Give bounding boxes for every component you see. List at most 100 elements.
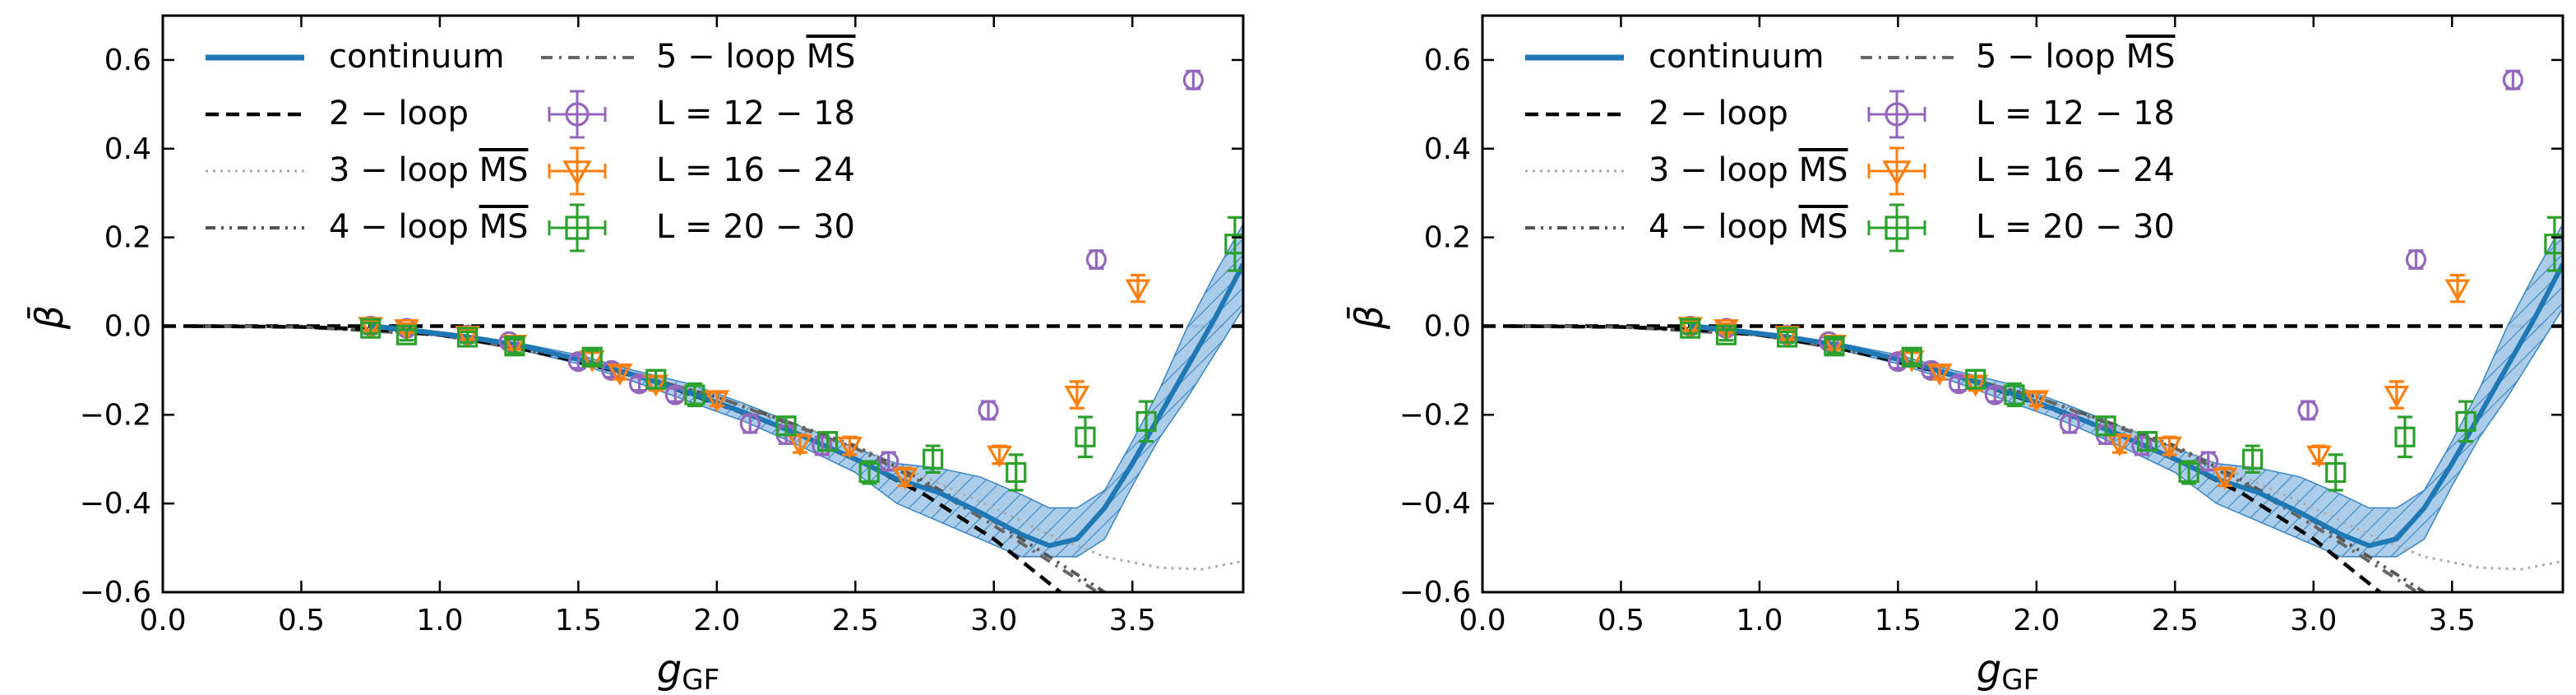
- data-point: [2405, 248, 2427, 271]
- series-loop3-line: [190, 325, 1243, 571]
- legend-marker: [565, 102, 590, 127]
- data-point: [775, 415, 797, 437]
- series-L20: [360, 215, 1243, 492]
- y-tick-label: −0.4: [80, 487, 151, 521]
- x-tick-label: 2.0: [2013, 604, 2060, 637]
- data-point: [923, 448, 944, 470]
- series-loop4-line: [190, 324, 1108, 592]
- y-tick-label: 0.2: [104, 221, 151, 255]
- data-point: [739, 413, 761, 434]
- legend-label: L = 12 − 18: [656, 95, 855, 132]
- y-tick-label: −0.4: [1399, 487, 1471, 521]
- data-point: [457, 327, 479, 348]
- legend-marker: [1882, 160, 1912, 187]
- legend-label: L = 16 − 24: [1976, 151, 2175, 189]
- data-point: [1824, 336, 1845, 357]
- continuum-band: [369, 222, 1243, 558]
- data-point: [581, 346, 603, 368]
- series-loop2-line: [190, 324, 1064, 592]
- series-loop2-line: [1510, 324, 2384, 592]
- data-point: [2297, 400, 2319, 421]
- data-point: [2131, 435, 2153, 456]
- legend-label: 2 − loop: [329, 95, 469, 132]
- x-tick-label: 0.0: [139, 604, 186, 637]
- series-loop5-line: [1510, 324, 2421, 592]
- x-tick-label: 2.5: [2152, 604, 2199, 637]
- data-point: [1182, 69, 1204, 90]
- x-axis-label-main: g: [1977, 646, 2001, 693]
- data-point: [684, 384, 705, 405]
- series-loop5-line: [190, 324, 1101, 592]
- legend-entry-L16: L = 16 − 24: [548, 146, 855, 196]
- data-point: [2137, 431, 2158, 452]
- data-point: [2325, 461, 2347, 484]
- legend-label: 4 − loop MS: [1649, 208, 1848, 246]
- series-loop3-line: [1510, 325, 2563, 571]
- y-axis-label: β̄: [1347, 305, 1391, 330]
- legend-label-overline: MS: [479, 208, 529, 246]
- legend-label: L = 20 − 30: [1976, 208, 2175, 246]
- data-point: [1135, 410, 1157, 432]
- legend-entry-L16: L = 16 − 24: [1867, 146, 2175, 196]
- x-axis-label: gGF: [657, 646, 719, 695]
- legend-entry-loop2: 2 − loop: [206, 95, 469, 132]
- data-point: [1926, 363, 1953, 386]
- legend-entry-loop5: 5 − loop MS: [1861, 38, 2175, 76]
- data-point: [892, 467, 918, 490]
- data-point: [1965, 368, 1986, 390]
- x-tick-label: 3.0: [970, 604, 1017, 637]
- legend-label: 2 − loop: [1649, 95, 1788, 132]
- legend-entry-L12: L = 12 − 18: [548, 90, 855, 139]
- series-loop4-line: [1510, 324, 2428, 592]
- legend-label-overline: MS: [2126, 38, 2176, 76]
- data-point: [2178, 461, 2199, 484]
- data-point: [360, 317, 382, 339]
- legend-entry-continuum: continuum: [206, 38, 505, 76]
- legend-label: L = 16 − 24: [656, 151, 855, 189]
- x-tick-label: 0.5: [278, 604, 325, 637]
- legend-label: 4 − loop MS: [329, 208, 528, 246]
- y-tick-label: 0.4: [104, 132, 151, 166]
- data-point: [1085, 248, 1108, 271]
- legend-entry-loop2: 2 − loop: [1525, 95, 1788, 132]
- legend: continuum 2 − loop 3 − loop MS 4 − loop MS 5…: [1525, 38, 2175, 253]
- legend-label: L = 20 − 30: [656, 208, 855, 246]
- legend-label-overline: MS: [1799, 208, 1848, 246]
- legend-marker: [1885, 102, 1909, 127]
- data-point: [395, 324, 418, 345]
- data-point: [2212, 467, 2238, 490]
- data-point: [2107, 434, 2133, 457]
- data-point: [2394, 426, 2416, 447]
- data-point: [2242, 448, 2264, 470]
- data-point: [787, 434, 813, 457]
- x-tick-label: 2.0: [693, 604, 740, 637]
- legend-label-overline: MS: [807, 38, 856, 76]
- data-point: [1680, 317, 1701, 339]
- data-point: [1006, 461, 1027, 484]
- data-point: [837, 436, 863, 459]
- y-tick-label: −0.2: [1399, 398, 1471, 432]
- data-point: [1224, 234, 1243, 255]
- data-point: [2004, 384, 2025, 405]
- x-tick-label: 1.0: [1736, 604, 1783, 637]
- x-axis-label-sub: GF: [2001, 664, 2039, 695]
- data-point: [1901, 346, 1922, 368]
- y-tick-label: 0.4: [1424, 132, 1471, 166]
- data-point: [2544, 234, 2563, 255]
- legend-label: 5 − loop MS: [656, 38, 855, 76]
- data-point: [607, 363, 633, 386]
- series-L20: [1680, 215, 2563, 492]
- legend-label: L = 12 − 18: [1976, 95, 2175, 132]
- data-point: [645, 368, 667, 390]
- y-tick-label: −0.2: [80, 398, 151, 432]
- legend-entry-L20: L = 20 − 30: [548, 203, 855, 253]
- data-point: [1075, 426, 1096, 447]
- x-tick-label: 2.5: [832, 604, 879, 637]
- legend-entry-loop5: 5 − loop MS: [541, 38, 855, 76]
- data-point: [2306, 445, 2332, 468]
- x-tick-label: 3.5: [1109, 604, 1156, 637]
- data-point: [504, 336, 525, 357]
- y-tick-label: 0.0: [104, 309, 151, 343]
- data-point: [817, 431, 839, 452]
